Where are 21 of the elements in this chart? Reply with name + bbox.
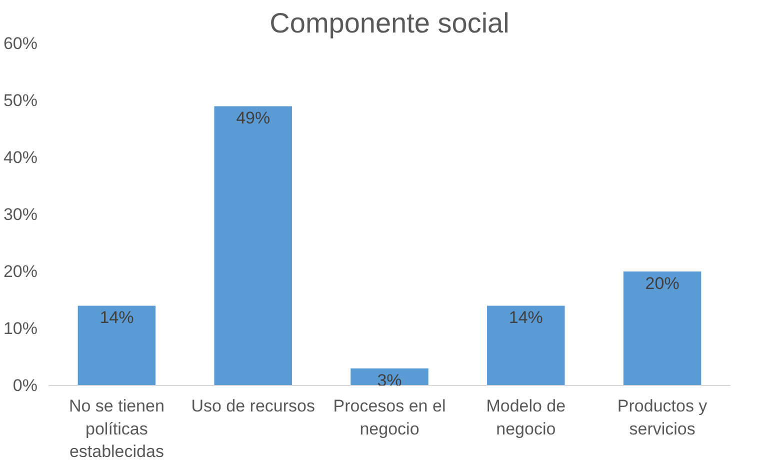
bar	[487, 306, 565, 386]
x-tick-label: Uso de recursos	[191, 396, 315, 416]
bar	[623, 272, 702, 386]
data-label: 49%	[236, 108, 270, 128]
data-label: 14%	[508, 308, 543, 328]
y-tick-label: 60%	[3, 34, 38, 53]
data-label: 20%	[645, 274, 680, 293]
x-tick-label: Modelo de negocio	[486, 396, 566, 438]
x-tick-label: No se tienen políticas establecidas	[68, 396, 164, 462]
bar	[214, 106, 292, 386]
y-tick-label: 30%	[3, 205, 38, 224]
y-tick-label: 40%	[3, 148, 38, 167]
bar	[78, 306, 156, 386]
chart-title: Componente social	[270, 8, 510, 38]
x-tick-label: Productos y servicios	[617, 396, 708, 438]
y-tick-label: 50%	[3, 91, 38, 110]
y-tick-label: 20%	[3, 262, 38, 281]
x-tick-label: Procesos en el negocio	[333, 396, 446, 438]
y-tick-label: 0%	[12, 376, 38, 395]
y-tick-label: 10%	[3, 319, 38, 338]
data-label: 14%	[100, 308, 134, 328]
